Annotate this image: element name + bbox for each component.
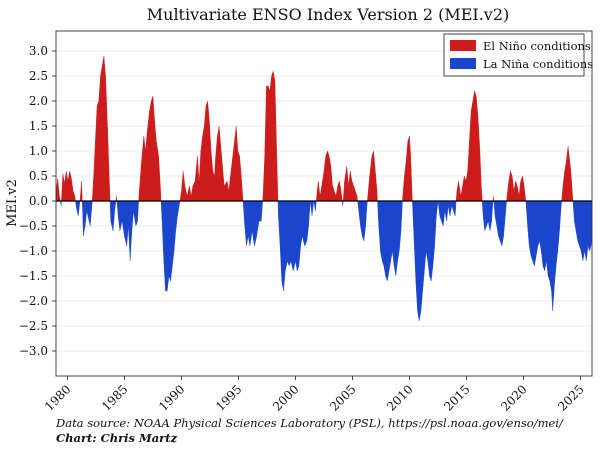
x-tick-label: 1995 [213, 382, 244, 413]
y-tick-label: 3.0 [29, 44, 48, 58]
y-tick-label: −1.0 [19, 244, 48, 258]
chart-title: Multivariate ENSO Index Version 2 (MEI.v… [147, 5, 510, 24]
legend-label-la-nina: La Niña conditions [483, 57, 593, 71]
y-tick-label: 1.0 [29, 144, 48, 158]
gridlines [56, 50, 592, 352]
legend: El Niño conditions La Niña conditions [443, 33, 593, 77]
x-tick-label: 2010 [384, 382, 415, 413]
y-tick-label: −3.0 [19, 344, 48, 358]
y-tick-label: −0.5 [19, 219, 48, 233]
legend-swatch-la-nina [450, 58, 476, 69]
plot-frame [55, 30, 593, 377]
x-tick-label: 2015 [441, 382, 472, 413]
y-tick-label: −2.5 [19, 319, 48, 333]
y-tick-label: 2.5 [29, 69, 48, 83]
x-tick-label: 1985 [99, 382, 130, 413]
x-tick-label: 2000 [270, 382, 301, 413]
legend-swatch-el-nino [450, 40, 476, 51]
x-tick-label: 1980 [42, 382, 73, 413]
x-tick-label: 2005 [327, 382, 358, 413]
y-axis-label: MEI.v2 [5, 179, 20, 227]
y-axis: 3.0 2.5 2.0 1.5 1.0 0.5 0.0 −0.5 −1.0 −1.5 −2.0 −2.… [19, 44, 56, 358]
plot-area [55, 30, 593, 377]
y-tick-label: −1.5 [19, 269, 48, 283]
footer-source: Data source: NOAA Physical Sciences Labo… [55, 416, 564, 430]
legend-label-el-nino: El Niño conditions [483, 39, 591, 53]
x-tick-label: 2020 [498, 382, 529, 413]
y-tick-label: 1.5 [29, 119, 48, 133]
y-tick-label: 0.5 [29, 169, 48, 183]
y-tick-label: −2.0 [19, 294, 48, 308]
x-tick-label: 1990 [156, 382, 187, 413]
x-tick-label: 2025 [555, 382, 586, 413]
x-axis: 1980 1985 1990 1995 2000 2005 2010 2015 2020 2025 [42, 376, 587, 414]
y-tick-label: 0.0 [29, 194, 48, 208]
y-tick-label: 2.0 [29, 94, 48, 108]
footer-credit: Chart: Chris Martz [56, 431, 178, 445]
